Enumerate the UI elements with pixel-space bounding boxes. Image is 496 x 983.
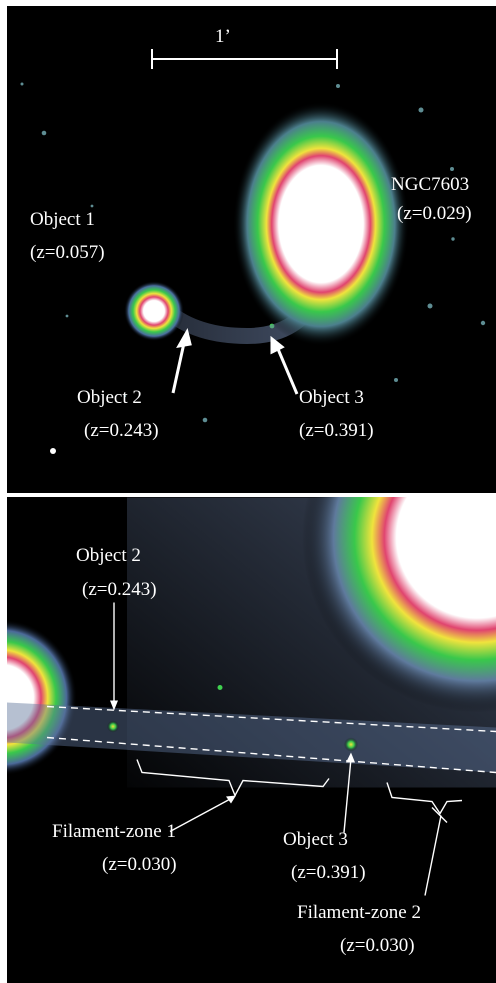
object1-edge: [7, 619, 77, 776]
bottom-panel-sky: [7, 497, 496, 896]
object3-name: Object 3: [299, 387, 364, 408]
ngc7603-name: NGC7603: [391, 174, 470, 195]
background-stars: [20, 82, 486, 454]
bottom-panel-image: Object 2 (z=0.243) Filament-zone 1 (z=0.…: [7, 497, 496, 983]
ngc7603-galaxy: [233, 102, 409, 346]
ngc7603-redshift: (z=0.029): [397, 203, 472, 224]
filament2-name: Filament-zone 2: [297, 902, 421, 923]
ngc7603-edge: [302, 497, 496, 713]
object2-redshift: (z=0.243): [84, 420, 159, 441]
bottom-object2-redshift: (z=0.243): [82, 579, 157, 600]
object2-source: [107, 720, 119, 733]
filament2-redshift: (z=0.030): [340, 935, 415, 956]
filament1-redshift: (z=0.030): [102, 854, 177, 875]
filament-band: [7, 702, 496, 773]
top-panel-image: 1’ NGC7603 (z=0.029) Object 1 (z=0.057) …: [7, 6, 496, 493]
filament-dashed-lines: [46, 705, 496, 774]
object1-galaxy: [124, 281, 184, 341]
filament1-name: Filament-zone 1: [52, 821, 176, 842]
top-arrows: [171, 328, 299, 395]
object3-source: [344, 737, 358, 752]
bottom-object3-redshift: (z=0.391): [291, 862, 366, 883]
object3-redshift: (z=0.391): [299, 420, 374, 441]
object1-redshift: (z=0.057): [30, 242, 105, 263]
bottom-object2-name: Object 2: [76, 545, 141, 566]
scale-bar-label: 1’: [215, 26, 231, 47]
bottom-annotations: [113, 602, 463, 896]
object2-name: Object 2: [77, 387, 142, 408]
faint-source: [217, 685, 223, 690]
scale-bar: [151, 49, 338, 69]
top-panel-sky: [20, 49, 486, 454]
bottom-arrowheads: [110, 700, 355, 804]
bottom-object3-name: Object 3: [283, 829, 348, 850]
object1-name: Object 1: [30, 209, 95, 230]
